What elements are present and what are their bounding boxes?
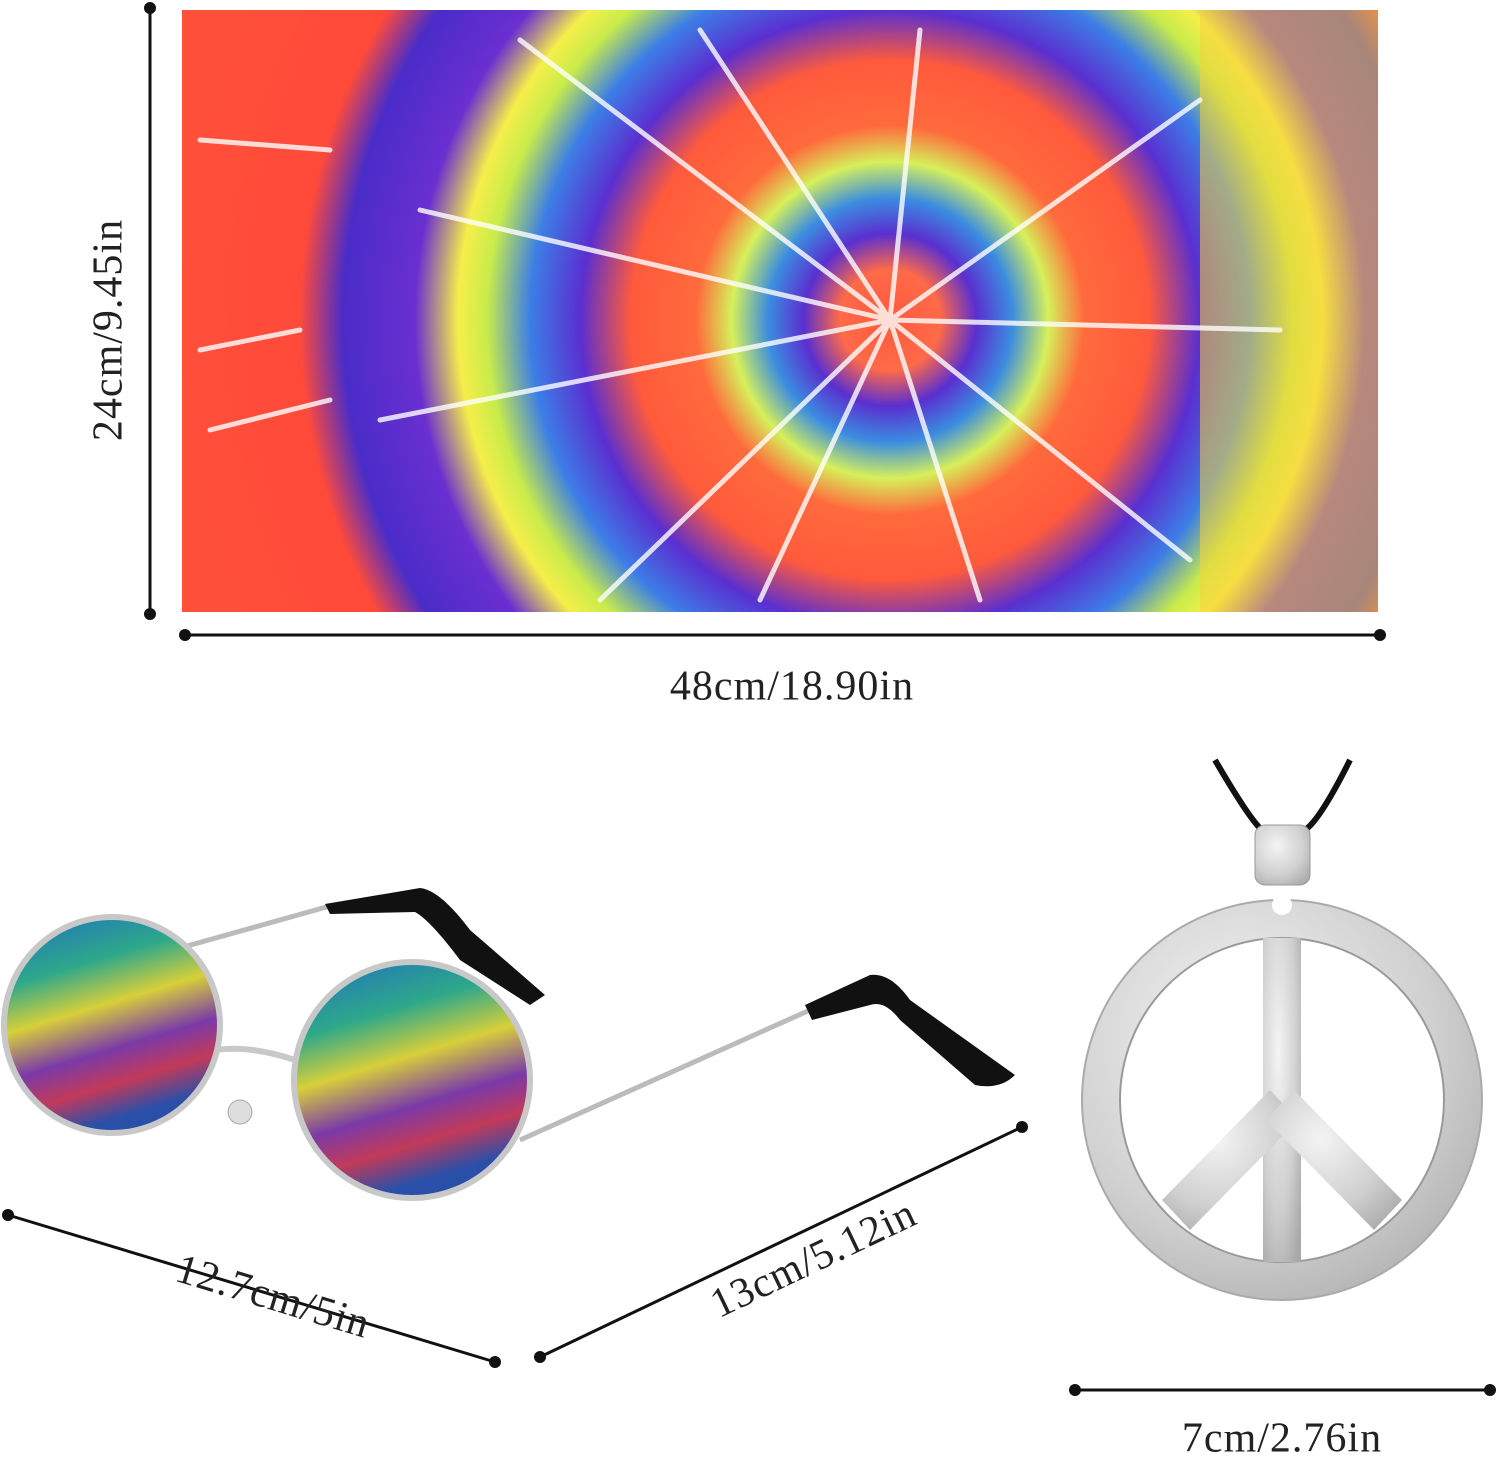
bail <box>1254 824 1311 886</box>
bandana-streaks <box>197 27 1283 603</box>
lens <box>291 959 533 1201</box>
nose-pad <box>227 1099 253 1125</box>
line-end <box>144 608 156 620</box>
bandana-fabric <box>182 10 1378 612</box>
temple <box>518 1007 812 1143</box>
temple-tip <box>325 888 545 1005</box>
bridge <box>214 1045 296 1063</box>
line-end <box>1069 1384 1081 1396</box>
line-end <box>144 2 156 14</box>
line-end <box>489 1356 501 1368</box>
line-end <box>2 1209 14 1221</box>
peace-arm <box>1162 1090 1298 1230</box>
hole <box>1272 895 1292 915</box>
line-end <box>1016 1121 1028 1133</box>
line-end <box>534 1351 546 1363</box>
peace-pendant <box>1081 758 1483 1301</box>
line-end <box>179 629 191 641</box>
pendant-width-label: 7cm/2.76in <box>1182 1416 1382 1462</box>
temple <box>179 903 331 951</box>
line-end <box>1374 629 1386 641</box>
bandana-edge <box>1200 10 1378 612</box>
bandana <box>182 10 1378 612</box>
glasses-width-label: 12.7cm/5in <box>171 1246 376 1348</box>
temple-tip <box>805 974 1015 1087</box>
glasses-length-line <box>539 1125 1023 1359</box>
peace-arm <box>1266 1090 1402 1230</box>
lens <box>1 914 223 1136</box>
sunglasses <box>1 888 1015 1201</box>
line-end <box>1484 1384 1496 1396</box>
glasses-width-line <box>7 1213 496 1364</box>
height-label: 24cm/9.45in <box>86 219 132 441</box>
cord <box>1212 758 1353 833</box>
glasses-length-label: 13cm/5.12in <box>703 1190 923 1327</box>
width-label: 48cm/18.90in <box>670 664 914 710</box>
